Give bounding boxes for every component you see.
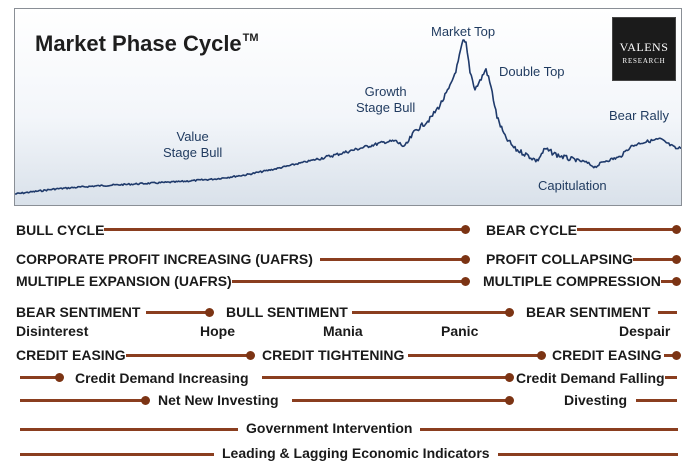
trademark-mark: TM	[242, 32, 259, 44]
credit-easing-end-dot-1	[246, 351, 255, 360]
market-phase-chart: Market Phase CycleTM Value Stage Bull Gr…	[14, 8, 682, 206]
credit-easing-connector-1	[124, 354, 250, 357]
bull-sentiment-connector	[352, 311, 510, 314]
divesting-label: Divesting	[564, 392, 628, 408]
bull-sentiment-label: BULL SENTIMENT	[226, 304, 348, 320]
credit-tightening-connector	[408, 354, 542, 357]
credit-demand-increasing-end-dot	[505, 373, 514, 382]
emotion-despair: Despair	[619, 323, 671, 339]
capitulation-label: Capitulation	[538, 178, 607, 193]
bull-cycle-label: BULL CYCLE	[16, 222, 105, 238]
bear-cycle-end-dot	[672, 225, 681, 234]
bear-cycle-label: BEAR CYCLE	[486, 222, 578, 238]
bear-sentiment-label-1: BEAR SENTIMENT	[16, 304, 141, 320]
multiple-compression-connector	[658, 280, 677, 283]
net-new-investing-start-dot	[141, 396, 150, 405]
market-top-label: Market Top	[431, 24, 496, 39]
double-top-label: Double Top	[499, 64, 565, 79]
credit-easing-label-1: CREDIT EASING	[16, 347, 126, 363]
divesting-connector	[636, 399, 677, 402]
chart-title: Market Phase CycleTM	[35, 31, 259, 56]
credit-demand-increasing-label: Credit Demand Increasing	[75, 370, 249, 386]
profit-collapsing-connector	[628, 258, 677, 261]
emotion-hope: Hope	[200, 323, 235, 339]
growth-stage-bull-label: Growth Stage Bull	[356, 84, 416, 115]
credit-demand-falling-label: Credit Demand Falling	[516, 370, 665, 386]
credit-demand-increasing-connector	[262, 376, 510, 379]
net-new-investing-connector	[292, 399, 510, 402]
net-new-investing-label: Net New Investing	[158, 392, 279, 408]
multiple-expansion-label: MULTIPLE EXPANSION (UAFRS)	[16, 273, 232, 289]
bear-sentiment-label-2: BEAR SENTIMENT	[526, 304, 651, 320]
emotion-panic: Panic	[441, 323, 479, 339]
emotion-mania: Mania	[323, 323, 363, 339]
market-price-line	[15, 39, 681, 195]
credit-easing-connector-2	[664, 354, 677, 357]
net-new-investing-pre-connector	[20, 399, 146, 402]
credit-easing-end-dot-2	[672, 351, 681, 360]
corp-profit-connector	[320, 258, 466, 261]
bear-sentiment-end-dot-1	[205, 308, 214, 317]
credit-demand-falling-connector	[658, 376, 677, 379]
market-price-line-chart	[15, 39, 681, 195]
credit-tightening-end-dot	[537, 351, 546, 360]
value-stage-bull-label: Value Stage Bull	[163, 129, 223, 160]
bull-sentiment-end-dot	[505, 308, 514, 317]
emotion-disinterest: Disinterest	[16, 323, 89, 339]
multiple-compression-label: MULTIPLE COMPRESSION	[483, 273, 661, 289]
credit-demand-start-dot	[55, 373, 64, 382]
credit-demand-pre-connector	[20, 376, 60, 379]
bull-cycle-end-dot	[461, 225, 470, 234]
corp-profit-end-dot	[461, 255, 470, 264]
credit-tightening-label: CREDIT TIGHTENING	[262, 347, 405, 363]
credit-easing-label-2: CREDIT EASING	[552, 347, 662, 363]
multiple-compression-end-dot	[672, 277, 681, 286]
bear-cycle-connector	[570, 228, 677, 231]
corp-profit-label: CORPORATE PROFIT INCREASING (UAFRS)	[16, 251, 313, 267]
bear-sentiment-connector-1	[146, 311, 210, 314]
net-new-investing-end-dot	[505, 396, 514, 405]
bear-sentiment-connector-2	[658, 311, 677, 314]
bear-rally-label: Bear Rally	[609, 108, 669, 123]
multiple-expansion-connector	[232, 280, 466, 283]
leading-lagging-label: Leading & Lagging Economic Indicators	[214, 445, 498, 461]
bull-cycle-connector	[100, 228, 466, 231]
valens-research-logo: VALENS RESEARCH	[612, 17, 676, 81]
multiple-expansion-end-dot	[461, 277, 470, 286]
profit-collapsing-end-dot	[672, 255, 681, 264]
profit-collapsing-label: PROFIT COLLAPSING	[486, 251, 633, 267]
government-intervention-label: Government Intervention	[238, 420, 421, 436]
